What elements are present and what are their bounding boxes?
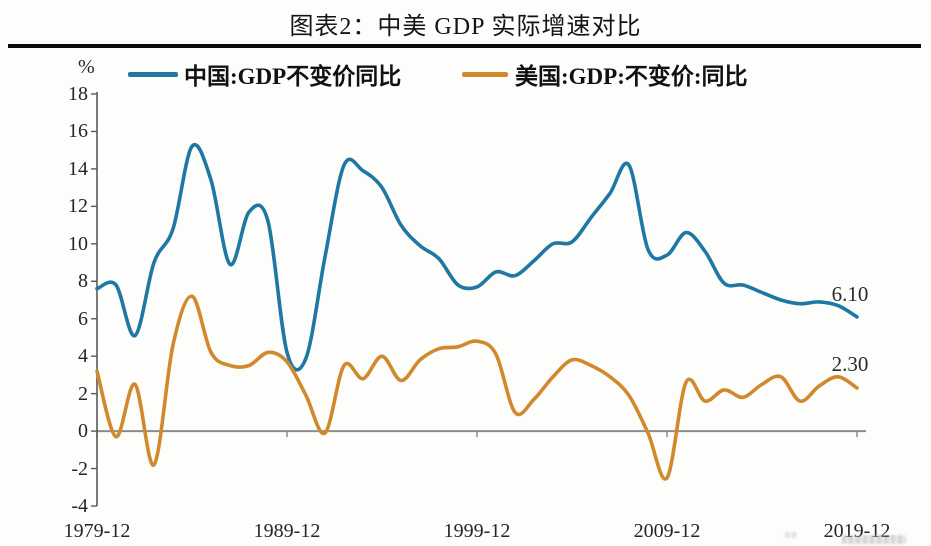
us-gdp-line bbox=[95, 294, 859, 481]
y-tick-label: -2 bbox=[71, 457, 88, 480]
legend-label-us: 美国:GDP:不变价:同比 bbox=[515, 64, 748, 89]
legend-line-china bbox=[128, 72, 178, 77]
legend-label-china: 中国:GDP不变价同比 bbox=[184, 64, 402, 89]
y-tick-label: 18 bbox=[68, 83, 88, 105]
x-tick-label: 2019-12 bbox=[823, 520, 891, 542]
y-tick-label: 8 bbox=[78, 270, 88, 293]
chart-title: 图表2：中美 GDP 实际增速对比 bbox=[289, 14, 642, 40]
y-tick-label: 10 bbox=[68, 232, 88, 255]
x-tick-label: 1989-12 bbox=[253, 520, 321, 542]
y-tick-label: 14 bbox=[68, 157, 88, 180]
watermark-smudge bbox=[785, 532, 797, 538]
y-axis-unit-label: % bbox=[78, 56, 95, 78]
us-end-value-label: 2.30 bbox=[831, 352, 869, 376]
x-tick-label: 1979-12 bbox=[63, 520, 131, 542]
y-tick-label: 0 bbox=[78, 420, 88, 443]
y-tick-label: 4 bbox=[78, 345, 88, 368]
y-tick-label: -4 bbox=[71, 495, 88, 517]
china-end-value-label: 6.10 bbox=[831, 282, 869, 306]
legend-line-us bbox=[462, 72, 508, 77]
watermark-smudge bbox=[842, 535, 906, 544]
china-gdp-line bbox=[95, 142, 859, 372]
y-tick-label: 16 bbox=[68, 120, 88, 143]
y-tick-label: 2 bbox=[78, 382, 88, 405]
title-divider-rule bbox=[8, 44, 921, 48]
x-tick-label: 2009-12 bbox=[633, 520, 701, 542]
y-tick-label: 12 bbox=[68, 195, 88, 218]
x-tick-label: 1999-12 bbox=[443, 520, 511, 542]
y-tick-label: 6 bbox=[78, 307, 88, 330]
